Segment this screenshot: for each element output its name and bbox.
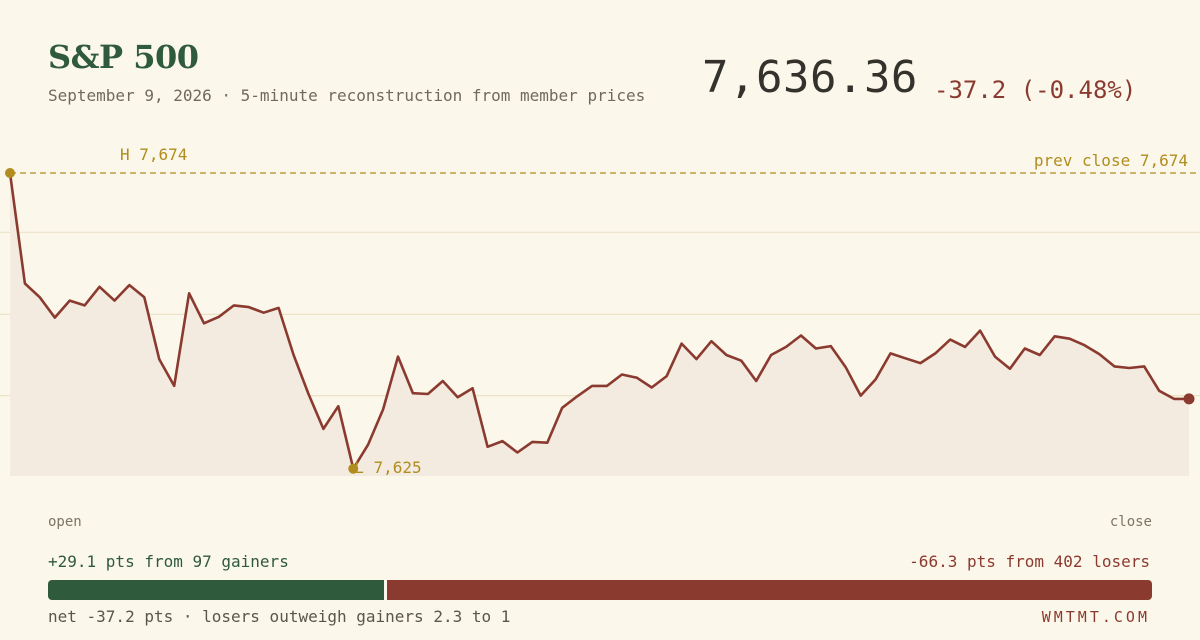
chart-subtitle: September 9, 2026 · 5-minute reconstruct… <box>48 86 646 105</box>
x-end-label: close <box>1109 514 1152 530</box>
breadth-bar <box>48 580 1152 600</box>
current-price: 7,636.36 <box>702 52 918 103</box>
series-area <box>10 173 1189 476</box>
net-summary: net -37.2 pts · losers outweigh gainers … <box>48 607 511 626</box>
x-start-label: open <box>48 514 82 530</box>
close-marker <box>1183 393 1195 405</box>
price-change: -37.2 (-0.48%) <box>934 76 1137 104</box>
low-marker <box>348 463 359 474</box>
brand-logo: WMTMT.COM <box>1041 608 1150 626</box>
gainers-summary: +29.1 pts from 97 gainers <box>48 552 289 571</box>
losers-bar-segment <box>386 580 1152 600</box>
high-marker <box>5 168 15 178</box>
chart-title: S&P 500 <box>48 38 199 76</box>
series-line <box>8 171 1191 471</box>
losers-summary: -66.3 pts from 402 losers <box>909 552 1150 571</box>
high-label: H 7,674 <box>120 145 187 164</box>
prev-close-label: prev close 7,674 <box>1034 151 1188 170</box>
intraday-chart: H 7,674 L 7,625 prev close 7,674 <box>0 145 1200 477</box>
low-label: L 7,625 <box>354 458 421 477</box>
gainers-bar-segment <box>48 580 384 600</box>
breadth-bar-gap <box>383 580 387 600</box>
